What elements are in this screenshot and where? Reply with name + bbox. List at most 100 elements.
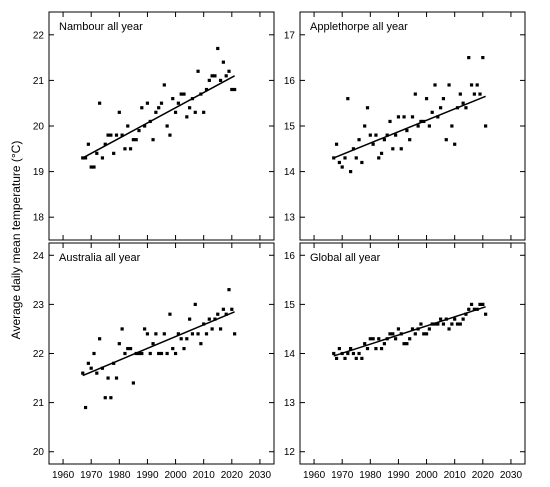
panel-4-xtick-label: 1960 (303, 470, 326, 481)
panel-2-point (405, 128, 409, 133)
panel-2-point (416, 124, 420, 128)
panel-3-point (213, 317, 217, 321)
panel-3-point (140, 351, 144, 356)
panel-2-point (467, 56, 471, 60)
panel-3-point (218, 327, 223, 331)
panel-3-title: Australia all year (59, 252, 141, 264)
panel-4-ytick-label: 13 (284, 398, 296, 409)
panel-1-point (95, 151, 99, 155)
panel-1-point (120, 133, 124, 137)
panel-2-point (374, 133, 378, 137)
panel-1-point (202, 110, 206, 114)
panel-3-point (117, 342, 121, 346)
panel-4-point (388, 332, 392, 336)
panel-3-point (193, 302, 197, 306)
panel-3-point (233, 332, 237, 336)
panel-3-point (185, 337, 189, 341)
panel-4-point (334, 356, 339, 361)
panel-1-point (145, 101, 150, 105)
panel-1-point (83, 156, 88, 160)
panel-1-point (224, 74, 228, 78)
panel-1-ytick-label: 19 (33, 167, 45, 178)
panel-3-point (126, 346, 130, 351)
panel-3-point (162, 332, 166, 336)
panel-3-point (95, 371, 99, 375)
panel-3-point (224, 312, 228, 316)
panel-2-point (351, 147, 356, 151)
panel-1-point (81, 156, 85, 160)
panel-3-ytick-label: 23 (33, 300, 45, 311)
panel-4-point (416, 327, 420, 331)
panel-3-xtick-label: 1980 (108, 470, 131, 481)
panel-3-point (89, 366, 93, 370)
panel-3-point (98, 337, 102, 341)
y-axis-label: Average daily mean temperature (°C) (9, 141, 23, 340)
panel-3-xtick-label: 2030 (249, 470, 272, 481)
panel-1-point (176, 101, 180, 105)
panel-2-ytick-label: 14 (284, 167, 296, 178)
panel-1-point (98, 101, 102, 105)
panel-3-point (210, 327, 214, 331)
panel-2-ytick-label: 16 (284, 76, 296, 87)
panel-4-point (368, 337, 372, 341)
panel-2-point (484, 124, 488, 128)
panel-3-point (230, 307, 234, 311)
panel-3-point (165, 351, 169, 356)
panel-1-ytick-label: 22 (33, 30, 45, 41)
panel-3-xtick-label: 2020 (221, 470, 244, 481)
panel-2-point (455, 106, 460, 110)
panel-1-ytick-label: 20 (33, 122, 45, 133)
panel-1-point (148, 119, 152, 124)
panel-2-point (332, 156, 336, 160)
panel-4-point (354, 356, 358, 361)
panel-3-point (221, 307, 225, 311)
panel-1-point (199, 92, 203, 96)
panel-2-point (475, 83, 479, 87)
panel-2-title: Applethorpe all year (310, 21, 408, 33)
panel-4-point (430, 322, 434, 326)
panel-3-point (157, 351, 161, 356)
panel-4-trend-line (333, 306, 486, 357)
panel-2-point (365, 106, 370, 110)
panel-3-point (86, 361, 90, 365)
panel-2-point (441, 97, 446, 101)
panel-1-point (100, 156, 105, 160)
panel-4-point (332, 351, 336, 356)
panel-4-title: Global all year (310, 252, 381, 264)
panel-1-point (221, 60, 225, 64)
panel-1-point (123, 147, 127, 151)
panel-1-point (165, 124, 169, 128)
panel-1-point (128, 147, 133, 151)
panel-2-point (334, 142, 339, 146)
panel-4-point (441, 322, 446, 326)
panel-4-point (447, 327, 451, 331)
panel-3-point (131, 381, 135, 385)
panel-2-point (391, 147, 395, 151)
panel-2-ytick-label: 15 (284, 122, 296, 133)
panel-2-point (453, 142, 457, 146)
panel-4-xtick-label: 2020 (472, 470, 495, 481)
panel-2-point (481, 56, 485, 60)
panel-1-point (216, 46, 220, 51)
panel-2-point (346, 97, 350, 101)
panel-4-xtick-label: 2010 (444, 470, 467, 481)
panel-1-point (179, 92, 183, 96)
panel-2-point (461, 101, 465, 105)
panel-4-ytick-label: 16 (284, 251, 296, 262)
panel-3-xtick-label: 1970 (80, 470, 103, 481)
panel-3-xtick-label: 2000 (164, 470, 187, 481)
panel-2-point (413, 92, 417, 96)
panel-1-point (185, 115, 189, 119)
panel-1-point (188, 106, 192, 110)
panel-1-point (204, 87, 209, 92)
panel-2-point (394, 133, 398, 137)
panel-3-point (83, 405, 88, 410)
panel-4-point (402, 342, 406, 346)
panel-1-point (154, 110, 158, 114)
panel-4-point (475, 307, 479, 311)
panel-1-frame (48, 11, 275, 241)
panel-3-point (112, 361, 116, 365)
panel-4-point (453, 317, 457, 321)
panel-1-point (159, 101, 164, 105)
